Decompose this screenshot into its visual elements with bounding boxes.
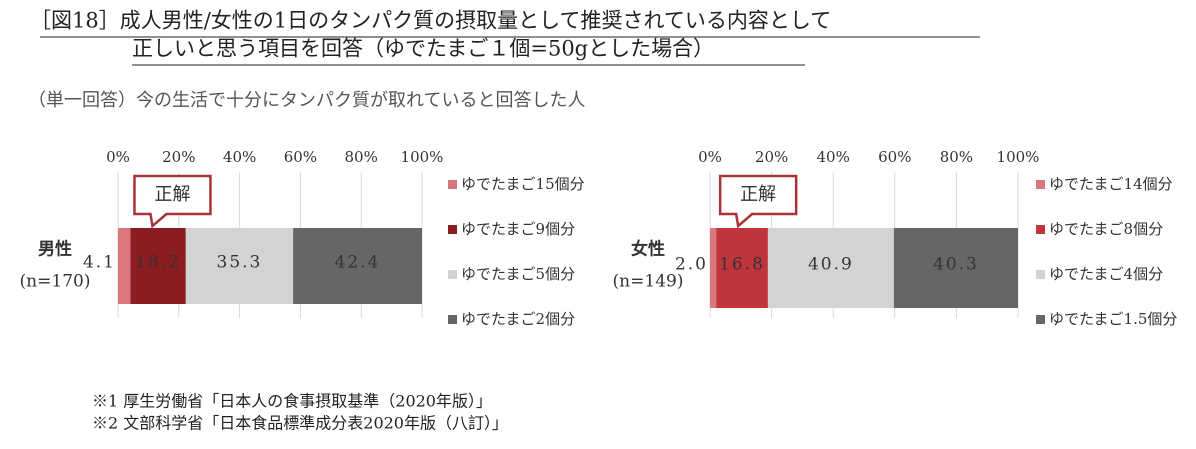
value-label: 2.0 xyxy=(675,255,708,275)
legend-label: ゆでたまご4個分 xyxy=(1049,265,1163,283)
note: ※1 厚生労働省「日本人の食事摂取基準（2020年版）」 xyxy=(92,392,492,411)
x-tick-label: 80% xyxy=(940,148,973,166)
bar-segment xyxy=(118,228,131,304)
title-line: 正しいと思う項目を回答（ゆでたまご１個=50gとした場合） xyxy=(132,37,714,61)
category-note: (n=149) xyxy=(613,272,684,292)
legend-label: ゆでたまご1.5個分 xyxy=(1049,310,1177,328)
legend-label: ゆでたまご2個分 xyxy=(461,310,575,328)
legend-label: ゆでたまご14個分 xyxy=(1049,175,1173,193)
x-tick-label: 40% xyxy=(223,148,256,166)
legend-label: ゆでたまご5個分 xyxy=(461,265,575,283)
category-label: 女性 xyxy=(631,239,665,260)
category-label: 男性 xyxy=(38,239,72,260)
title-line: ［図18］成人男性/女性の1日のタンパク質の摂取量として推奨されている内容として xyxy=(30,9,831,33)
legend-swatch xyxy=(448,270,457,279)
callout xyxy=(133,174,212,229)
x-tick-label: 100% xyxy=(401,148,444,166)
x-tick-label: 60% xyxy=(284,148,317,166)
legend-swatch xyxy=(1036,180,1045,189)
legend-label: ゆでたまご15個分 xyxy=(461,175,585,193)
bar-segment xyxy=(716,228,768,308)
value-label: 40.9 xyxy=(808,255,854,275)
bar-segment xyxy=(185,228,294,304)
x-tick-label: 40% xyxy=(817,148,850,166)
category-note: (n=170) xyxy=(20,272,91,292)
legend-swatch xyxy=(1036,315,1045,324)
x-tick-label: 20% xyxy=(755,148,788,166)
legend-swatch xyxy=(448,180,457,189)
bar-segment xyxy=(293,228,422,304)
legend-label: ゆでたまご8個分 xyxy=(1049,220,1163,238)
legend-swatch xyxy=(448,315,457,324)
bar-segment xyxy=(893,228,1018,308)
note: ※2 文部科学省「日本食品標準成分表2020年版（八訂）」 xyxy=(92,414,508,433)
legend-swatch xyxy=(1036,270,1045,279)
value-label: 4.1 xyxy=(83,253,116,273)
x-tick-label: 80% xyxy=(345,148,378,166)
annotation: 正解 xyxy=(154,184,190,205)
legend-label: ゆでたまご9個分 xyxy=(461,220,575,238)
x-tick-label: 0% xyxy=(698,148,722,166)
bar-segment xyxy=(130,228,186,304)
x-tick-label: 0% xyxy=(106,148,130,166)
value-label: 35.3 xyxy=(217,253,263,273)
bar-segment xyxy=(710,228,717,308)
subtitle: （単一回答）今の生活で十分にタンパク質が取れていると回答した人 xyxy=(28,90,585,111)
legend-swatch xyxy=(1036,225,1045,234)
x-tick-label: 20% xyxy=(162,148,195,166)
x-tick-label: 100% xyxy=(997,148,1040,166)
x-tick-label: 60% xyxy=(878,148,911,166)
value-label: 40.3 xyxy=(933,255,979,275)
callout xyxy=(718,174,798,229)
value-label: 16.8 xyxy=(719,255,765,275)
value-label: 42.4 xyxy=(335,253,381,273)
value-label: 18.2 xyxy=(135,253,181,273)
legend-swatch xyxy=(448,225,457,234)
annotation: 正解 xyxy=(740,184,776,205)
bar-segment xyxy=(767,228,894,308)
